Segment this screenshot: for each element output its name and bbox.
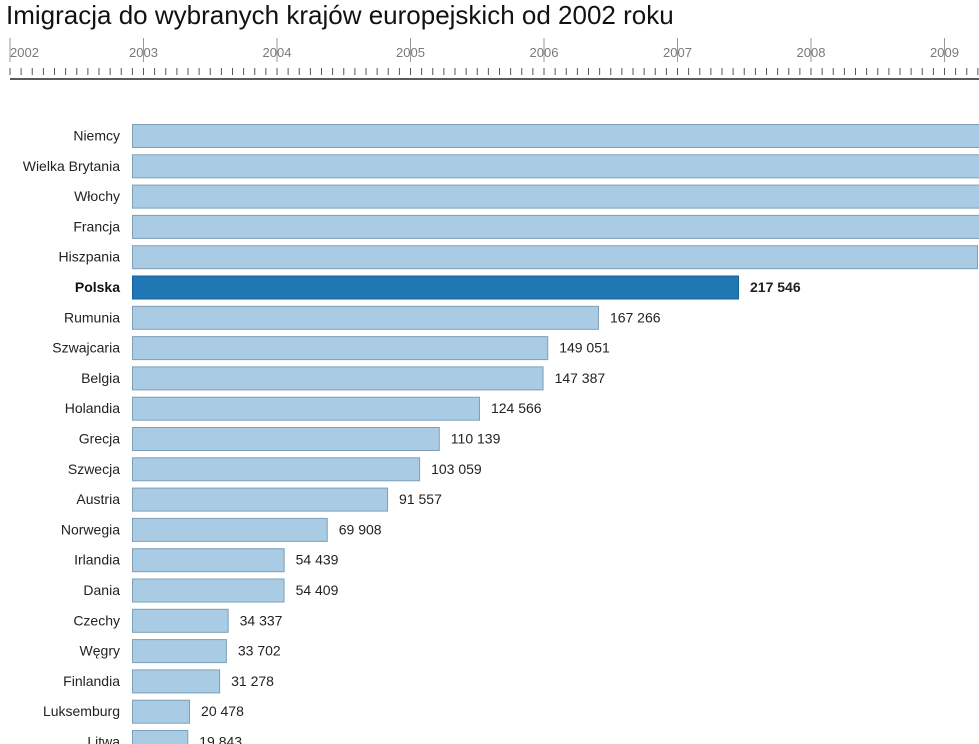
year-label-2002[interactable]: 2002: [10, 45, 39, 60]
category-label-polska: Polska: [75, 279, 120, 295]
bar-luksemburg[interactable]: [132, 699, 191, 724]
category-label-litwa: Litwa: [87, 734, 120, 744]
bar-holandia[interactable]: [132, 396, 480, 421]
value-label-czechy: 34 337: [240, 612, 283, 628]
category-label-szwecja: Szwecja: [68, 461, 120, 477]
value-label-rumunia: 167 266: [610, 309, 661, 325]
value-label-norwegia: 69 908: [339, 521, 382, 537]
value-label-luksemburg: 20 478: [201, 703, 244, 719]
category-label-norwegia: Norwegia: [61, 521, 120, 537]
chart-title: Imigracja do wybranych krajów europejski…: [6, 0, 674, 30]
bar-wielka-brytania[interactable]: [132, 154, 979, 179]
value-label-grecja: 110 139: [451, 431, 501, 447]
value-label-dania: 54 409: [296, 582, 339, 598]
value-label-węgry: 33 702: [238, 643, 281, 659]
bar-belgia[interactable]: [132, 366, 544, 391]
value-label-litwa: 19 843: [199, 734, 242, 744]
category-label-rumunia: Rumunia: [64, 309, 120, 325]
bar-czechy[interactable]: [132, 608, 229, 633]
category-label-dania: Dania: [83, 582, 120, 598]
category-label-grecja: Grecja: [79, 431, 120, 447]
category-label-francja: Francja: [73, 218, 120, 234]
bar-szwecja[interactable]: [132, 457, 421, 482]
value-label-szwajcaria: 149 051: [559, 340, 610, 356]
value-label-polska: 217 546: [750, 279, 801, 295]
bar-hiszpania[interactable]: [132, 245, 978, 270]
value-label-austria: 91 557: [399, 491, 442, 507]
bar-węgry[interactable]: [132, 639, 227, 664]
category-label-czechy: Czechy: [73, 612, 120, 628]
bar-niemcy[interactable]: [132, 124, 979, 148]
category-label-finlandia: Finlandia: [63, 673, 120, 689]
category-label-wielka-brytania: Wielka Brytania: [23, 158, 120, 174]
category-label-austria: Austria: [76, 491, 120, 507]
value-label-holandia: 124 566: [491, 400, 542, 416]
bar-norwegia[interactable]: [132, 517, 328, 542]
category-label-hiszpania: Hiszpania: [59, 249, 121, 265]
bar-litwa[interactable]: [132, 730, 189, 744]
bar-francja[interactable]: [132, 214, 979, 239]
category-label-belgia: Belgia: [81, 370, 120, 386]
category-label-szwajcaria: Szwajcaria: [52, 340, 120, 356]
bar-irlandia[interactable]: [132, 548, 285, 573]
category-label-węgry: Węgry: [80, 643, 120, 659]
category-label-włochy: Włochy: [74, 188, 120, 204]
bar-włochy[interactable]: [132, 184, 979, 209]
category-label-holandia: Holandia: [65, 400, 120, 416]
value-label-irlandia: 54 439: [296, 552, 339, 568]
bar-szwajcaria[interactable]: [132, 336, 549, 361]
bar-austria[interactable]: [132, 487, 389, 512]
value-label-finlandia: 31 278: [231, 673, 274, 689]
bar-rumunia[interactable]: [132, 305, 599, 330]
year-timeline[interactable]: 2002 2003 2004 2005 2006 2007 2008 2009: [0, 38, 979, 88]
value-label-szwecja: 103 059: [431, 461, 482, 477]
bar-polska[interactable]: [132, 275, 739, 300]
bar-dania[interactable]: [132, 578, 285, 603]
category-label-niemcy: Niemcy: [73, 128, 120, 144]
category-label-irlandia: Irlandia: [74, 552, 120, 568]
bar-finlandia[interactable]: [132, 669, 221, 694]
category-label-luksemburg: Luksemburg: [43, 703, 120, 719]
value-label-belgia: 147 387: [555, 370, 606, 386]
bar-grecja[interactable]: [132, 427, 440, 451]
